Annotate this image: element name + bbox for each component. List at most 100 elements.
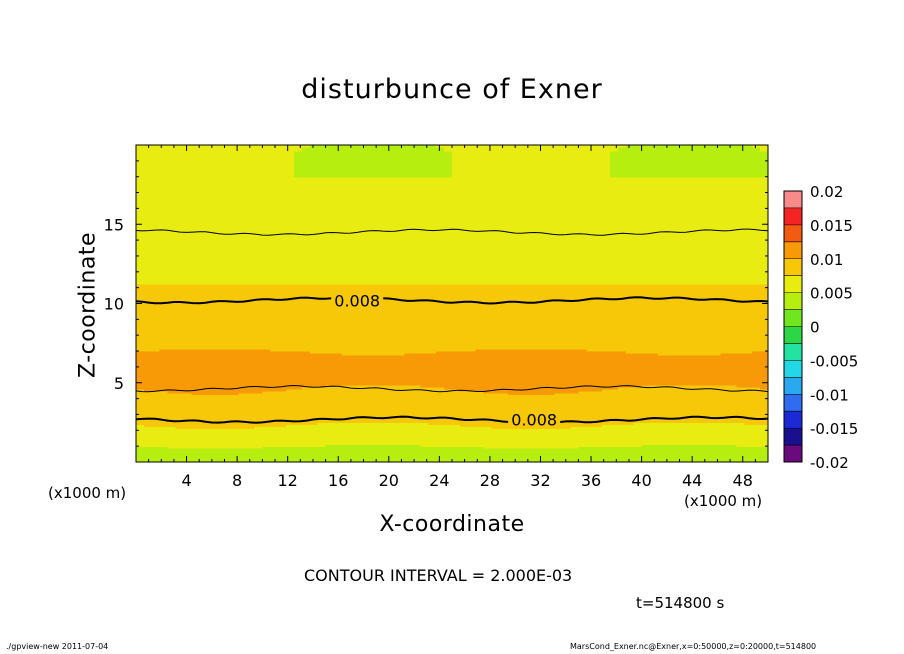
field-cell xyxy=(159,378,169,382)
field-cell xyxy=(317,388,327,392)
field-cell xyxy=(294,386,303,390)
field-cell xyxy=(167,362,177,366)
field-cell xyxy=(222,396,232,400)
field-cell xyxy=(175,418,184,421)
field-cell xyxy=(760,376,769,380)
field-cell xyxy=(633,434,643,437)
field-cell xyxy=(720,406,730,410)
field-cell xyxy=(760,420,769,423)
field-cell xyxy=(720,444,730,447)
field-cell xyxy=(294,408,303,412)
field-cell xyxy=(301,434,311,437)
field-cell xyxy=(459,430,469,433)
field-cell xyxy=(333,450,342,453)
field-cell xyxy=(475,414,485,418)
field-cell xyxy=(696,366,706,370)
field-cell xyxy=(207,376,216,380)
field-cell xyxy=(515,400,524,404)
field-cell xyxy=(230,402,240,406)
field-cell xyxy=(333,364,342,368)
field-cell xyxy=(159,380,169,384)
field-cell xyxy=(452,370,461,374)
field-cell xyxy=(531,436,540,439)
field-cell xyxy=(270,436,279,439)
field-cell xyxy=(436,418,445,421)
field-cell xyxy=(720,382,730,386)
field-cell xyxy=(586,418,595,421)
field-cell xyxy=(673,402,682,406)
field-cell xyxy=(230,424,240,427)
field-cell xyxy=(681,396,690,400)
field-cell xyxy=(222,456,232,459)
field-cell xyxy=(349,398,358,402)
field-cell xyxy=(696,388,706,392)
field-cell xyxy=(262,388,271,392)
field-cell xyxy=(365,408,374,412)
field-cell xyxy=(602,450,611,453)
field-cell xyxy=(641,422,651,425)
field-cell xyxy=(380,454,390,457)
field-cell xyxy=(151,454,161,457)
field-cell xyxy=(452,396,461,400)
field-cell xyxy=(538,390,548,394)
field-cell xyxy=(625,416,635,420)
field-cell xyxy=(388,446,398,449)
field-cell xyxy=(475,426,485,429)
field-cell xyxy=(681,442,690,445)
field-cell xyxy=(467,424,477,427)
field-cell xyxy=(270,370,279,374)
field-cell xyxy=(720,414,730,418)
field-cell xyxy=(294,396,303,400)
field-cell xyxy=(278,432,287,435)
field-cell xyxy=(554,388,564,392)
field-cell xyxy=(301,440,311,443)
field-cell xyxy=(143,442,153,445)
field-cell xyxy=(546,394,556,398)
field-cell xyxy=(215,460,224,463)
field-cell xyxy=(467,368,477,372)
field-cell xyxy=(444,408,453,412)
field-cell xyxy=(294,422,303,425)
field-cell xyxy=(428,434,437,437)
field-cell xyxy=(294,434,303,437)
field-cell xyxy=(254,458,263,461)
field-cell xyxy=(365,448,374,451)
field-cell xyxy=(254,428,263,431)
field-cell xyxy=(191,444,200,447)
field-cell xyxy=(230,378,240,382)
field-cell xyxy=(602,442,611,445)
field-cell xyxy=(238,370,248,374)
field-cell xyxy=(175,384,184,388)
field-cell xyxy=(531,406,540,410)
field-cell xyxy=(222,384,232,388)
field-cell xyxy=(254,368,263,372)
field-cell xyxy=(199,410,208,414)
field-cell xyxy=(341,412,350,416)
field-cell xyxy=(357,432,366,435)
field-cell xyxy=(262,404,271,408)
field-cell xyxy=(744,444,753,447)
field-cell xyxy=(617,372,627,376)
field-cell xyxy=(665,384,674,388)
field-cell xyxy=(562,458,572,461)
field-cell xyxy=(562,380,572,384)
field-cell xyxy=(744,372,753,376)
field-cell xyxy=(286,370,295,374)
field-cell xyxy=(649,412,658,416)
field-cell xyxy=(681,374,690,378)
field-cell xyxy=(420,408,429,412)
field-cell xyxy=(388,372,398,376)
field-cell xyxy=(570,458,579,461)
field-cell xyxy=(617,398,627,402)
field-cell xyxy=(396,434,406,437)
field-cell xyxy=(586,410,595,414)
field-cell xyxy=(412,390,421,394)
field-cell xyxy=(175,452,184,455)
field-cell xyxy=(270,366,279,370)
field-cell xyxy=(357,428,366,431)
field-cell xyxy=(467,432,477,435)
field-cell xyxy=(562,392,572,396)
field-cell xyxy=(444,390,453,394)
field-cell xyxy=(349,454,358,457)
field-cell xyxy=(317,458,327,461)
